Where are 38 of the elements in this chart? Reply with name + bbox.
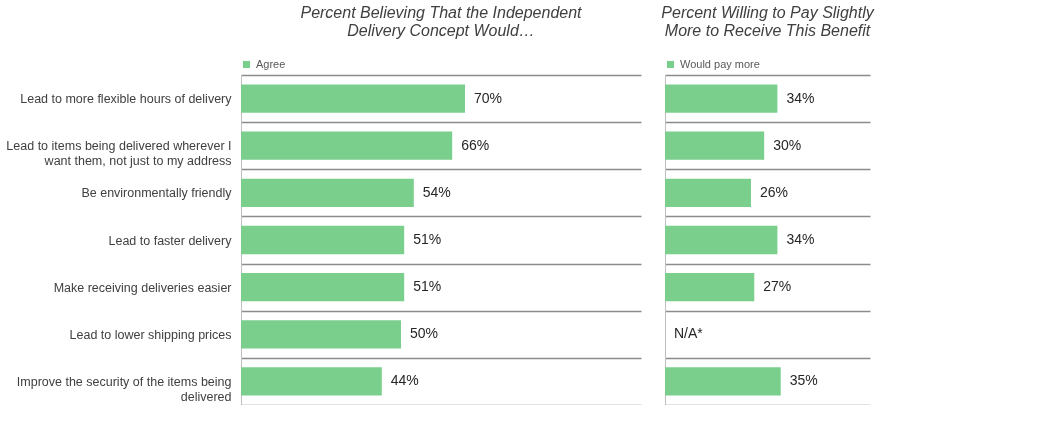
data-label: 27% xyxy=(763,278,792,295)
y-tick-label: Make receiving deliveries easier xyxy=(53,280,232,295)
bar xyxy=(241,320,401,349)
legend-label: Would pay more xyxy=(680,57,760,70)
data-label: 70% xyxy=(474,89,503,106)
bar xyxy=(241,273,405,302)
bar xyxy=(665,367,781,396)
y-tick-label: Lead to more flexible hours of delivery xyxy=(20,92,233,107)
data-label: 26% xyxy=(759,183,788,200)
data-label: 34% xyxy=(786,231,815,247)
bar xyxy=(665,178,751,207)
bar xyxy=(241,367,382,396)
bar xyxy=(241,131,453,160)
y-tick-label: Lead to lower shipping prices xyxy=(69,327,232,342)
y-tick-label: Be environmentally friendly xyxy=(81,186,233,201)
chart-title: Percent Willing to Pay Slightly More to Receive This Benefit xyxy=(661,4,875,39)
data-label: 54% xyxy=(422,183,451,200)
data-label: 66% xyxy=(461,136,490,153)
bar xyxy=(665,273,755,302)
bar xyxy=(241,225,405,255)
bar xyxy=(665,225,778,255)
data-label: 35% xyxy=(789,372,818,389)
data-label: 50% xyxy=(410,325,439,342)
bar xyxy=(665,131,765,160)
bar xyxy=(665,84,778,113)
data-label: 34% xyxy=(786,89,815,106)
text: N/A* xyxy=(674,325,703,342)
y-tick-label: Lead to items being delivered wherever I want them, not just to my address xyxy=(6,139,232,169)
y-tick-label: Lead to faster delivery xyxy=(108,233,233,248)
legend-label: Agree xyxy=(256,57,286,70)
data-label: 51% xyxy=(413,231,442,247)
data-label: 30% xyxy=(773,136,802,153)
data-label: 44% xyxy=(390,372,419,389)
bar xyxy=(241,178,414,207)
bar xyxy=(241,84,465,113)
y-tick-label: Improve the security of the items being delivered xyxy=(16,374,232,404)
data-label: 51% xyxy=(413,278,442,295)
chart-title: Percent Believing That the Independent Delivery Concept Would… xyxy=(300,4,583,39)
